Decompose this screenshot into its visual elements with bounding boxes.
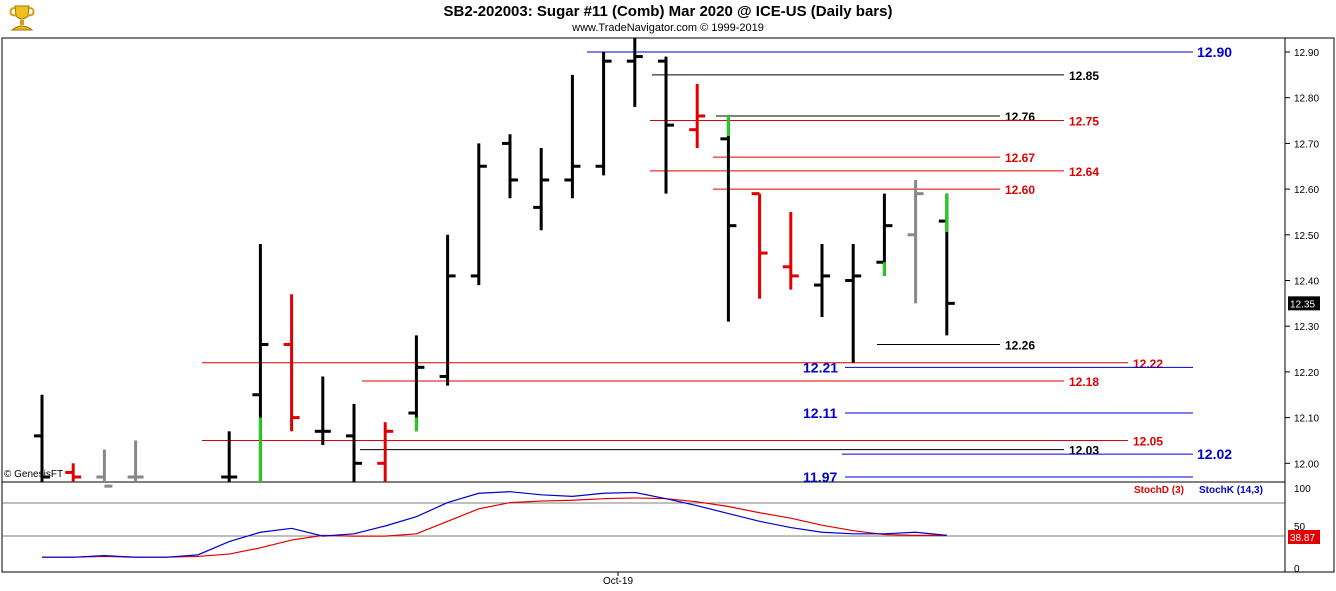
y-tick-label: 12.00 — [1294, 459, 1319, 470]
chart-header: SB2-202003: Sugar #11 (Comb) Mar 2020 @ … — [0, 0, 1336, 38]
level-label-12-03: 12.03 — [1069, 444, 1099, 458]
y-tick-label: 12.70 — [1294, 139, 1319, 150]
oscillator-panel-frame — [1, 481, 1286, 573]
y-tick-label: 12.20 — [1294, 368, 1319, 379]
level-label-12-76: 12.76 — [1005, 110, 1035, 124]
chart-title: SB2-202003: Sugar #11 (Comb) Mar 2020 @ … — [443, 3, 893, 20]
price-panel-frame — [1, 37, 1286, 483]
level-label-12-90: 12.90 — [1197, 44, 1232, 60]
level-label-12-02: 12.02 — [1197, 446, 1232, 462]
osc-line-stochd — [42, 497, 947, 558]
chart-subtitle: www.TradeNavigator.com © 1999-2019 — [572, 22, 764, 34]
y-tick-label: 12.50 — [1294, 231, 1319, 242]
osc-tick-label: 100 — [1294, 484, 1311, 495]
y-tick-label: 12.40 — [1294, 277, 1319, 288]
level-label-12-60: 12.60 — [1005, 183, 1035, 197]
level-label-12-18: 12.18 — [1069, 375, 1099, 389]
legend-stochd: StochD (3) — [1134, 485, 1184, 496]
level-label-12-22: 12.22 — [1133, 357, 1163, 371]
trophy-logo-icon — [9, 5, 35, 31]
last-price-box — [1288, 296, 1320, 311]
level-label-12-26: 12.26 — [1005, 338, 1035, 352]
legend-stochk: StochK (14,3) — [1199, 485, 1263, 496]
osc-tick-label: 0 — [1294, 564, 1300, 575]
level-label-12-75: 12.75 — [1069, 115, 1099, 129]
level-label-11-97: 11.97 — [803, 469, 837, 485]
osc-line-stochk — [42, 491, 947, 558]
data-credit: © GenesisFT — [4, 469, 64, 480]
y-tick-label: 12.10 — [1294, 414, 1319, 425]
osc-last-value-label: 38.87 — [1290, 533, 1315, 544]
level-label-12-67: 12.67 — [1005, 151, 1035, 165]
y-tick-label: 12.30 — [1294, 322, 1319, 333]
y-tick-label: 12.80 — [1294, 94, 1319, 105]
level-label-12-05: 12.05 — [1133, 434, 1163, 448]
last-price-label: 12.35 — [1290, 299, 1315, 310]
x-tick-label: Oct-19 — [603, 576, 633, 587]
y-tick-label: 12.90 — [1294, 48, 1319, 59]
level-label-12-11: 12.11 — [803, 405, 837, 421]
osc-tick-label: 50 — [1294, 522, 1306, 533]
level-label-12-85: 12.85 — [1069, 69, 1099, 83]
osc-last-value-box — [1288, 530, 1320, 544]
level-label-12-64: 12.64 — [1069, 165, 1099, 179]
y-tick-label: 12.60 — [1294, 185, 1319, 196]
level-label-12-21: 12.21 — [803, 359, 838, 375]
